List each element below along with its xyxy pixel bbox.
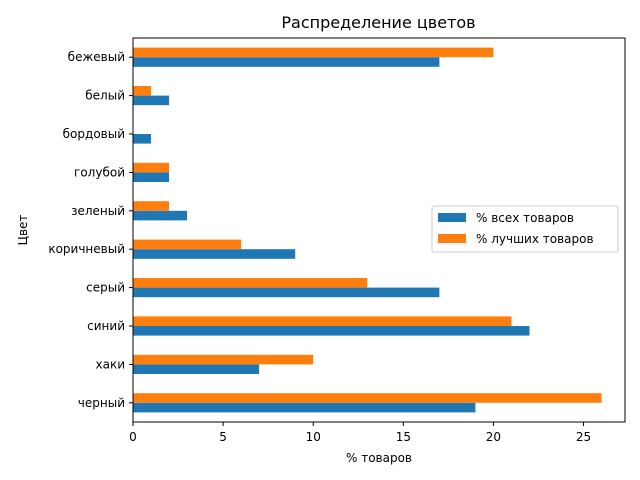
y-tick-label: бежевый (68, 50, 125, 64)
bar-best-4 (133, 201, 170, 211)
legend-label: % лучших товаров (476, 232, 594, 246)
y-axis-ticks: бежевый белый бордовый голубой зеленый коричн… (48, 50, 133, 410)
y-tick-label: белый (85, 89, 125, 103)
bar-best-0 (133, 47, 494, 58)
bar-all-7 (133, 326, 530, 336)
legend-swatch (438, 213, 466, 222)
bar-all-3 (133, 172, 170, 182)
bar-best-1 (133, 86, 152, 96)
bar-best-6 (133, 278, 368, 288)
plot-frame (132, 37, 626, 423)
x-tick-label: 0 (129, 430, 137, 444)
bar-all-8 (133, 364, 260, 374)
bar-all-4 (133, 210, 188, 221)
bar-best-8 (133, 354, 314, 365)
y-tick-label: синий (87, 319, 125, 333)
x-tick-label: 10 (306, 430, 321, 444)
x-axis-ticks: 0 5 10 15 20 25 (129, 422, 591, 444)
y-tick-label: черный (78, 396, 125, 410)
x-tick-label: 25 (576, 430, 591, 444)
y-tick-label: бордовый (63, 127, 125, 141)
bars-group (133, 47, 602, 413)
bar-all-2 (133, 134, 152, 144)
bar-all-6 (133, 287, 440, 298)
bar-best-7 (133, 316, 512, 326)
y-tick-label: коричневый (48, 242, 125, 256)
bar-best-3 (133, 162, 170, 173)
legend-label: % всех товаров (476, 211, 574, 225)
legend-box (431, 205, 619, 253)
x-tick-label: 20 (486, 430, 501, 444)
y-tick-label: голубой (74, 165, 125, 179)
x-tick-label: 5 (219, 430, 227, 444)
x-axis-label: % товаров (346, 451, 412, 465)
y-tick-label: зеленый (71, 204, 125, 218)
y-tick-label: хаки (95, 357, 125, 371)
bar-all-9 (133, 402, 476, 413)
y-tick-label: серый (86, 281, 125, 295)
bar-all-5 (133, 249, 296, 259)
chart-title: Распределение цветов (281, 13, 475, 32)
bar-all-1 (133, 95, 170, 106)
legend: % всех товаров % лучших товаров (431, 205, 619, 253)
bar-all-0 (133, 57, 440, 67)
bar-best-9 (133, 393, 602, 403)
legend-swatch (438, 234, 466, 243)
x-tick-label: 15 (396, 430, 411, 444)
y-axis-label: Цвет (16, 215, 30, 246)
bar-best-5 (133, 239, 242, 250)
